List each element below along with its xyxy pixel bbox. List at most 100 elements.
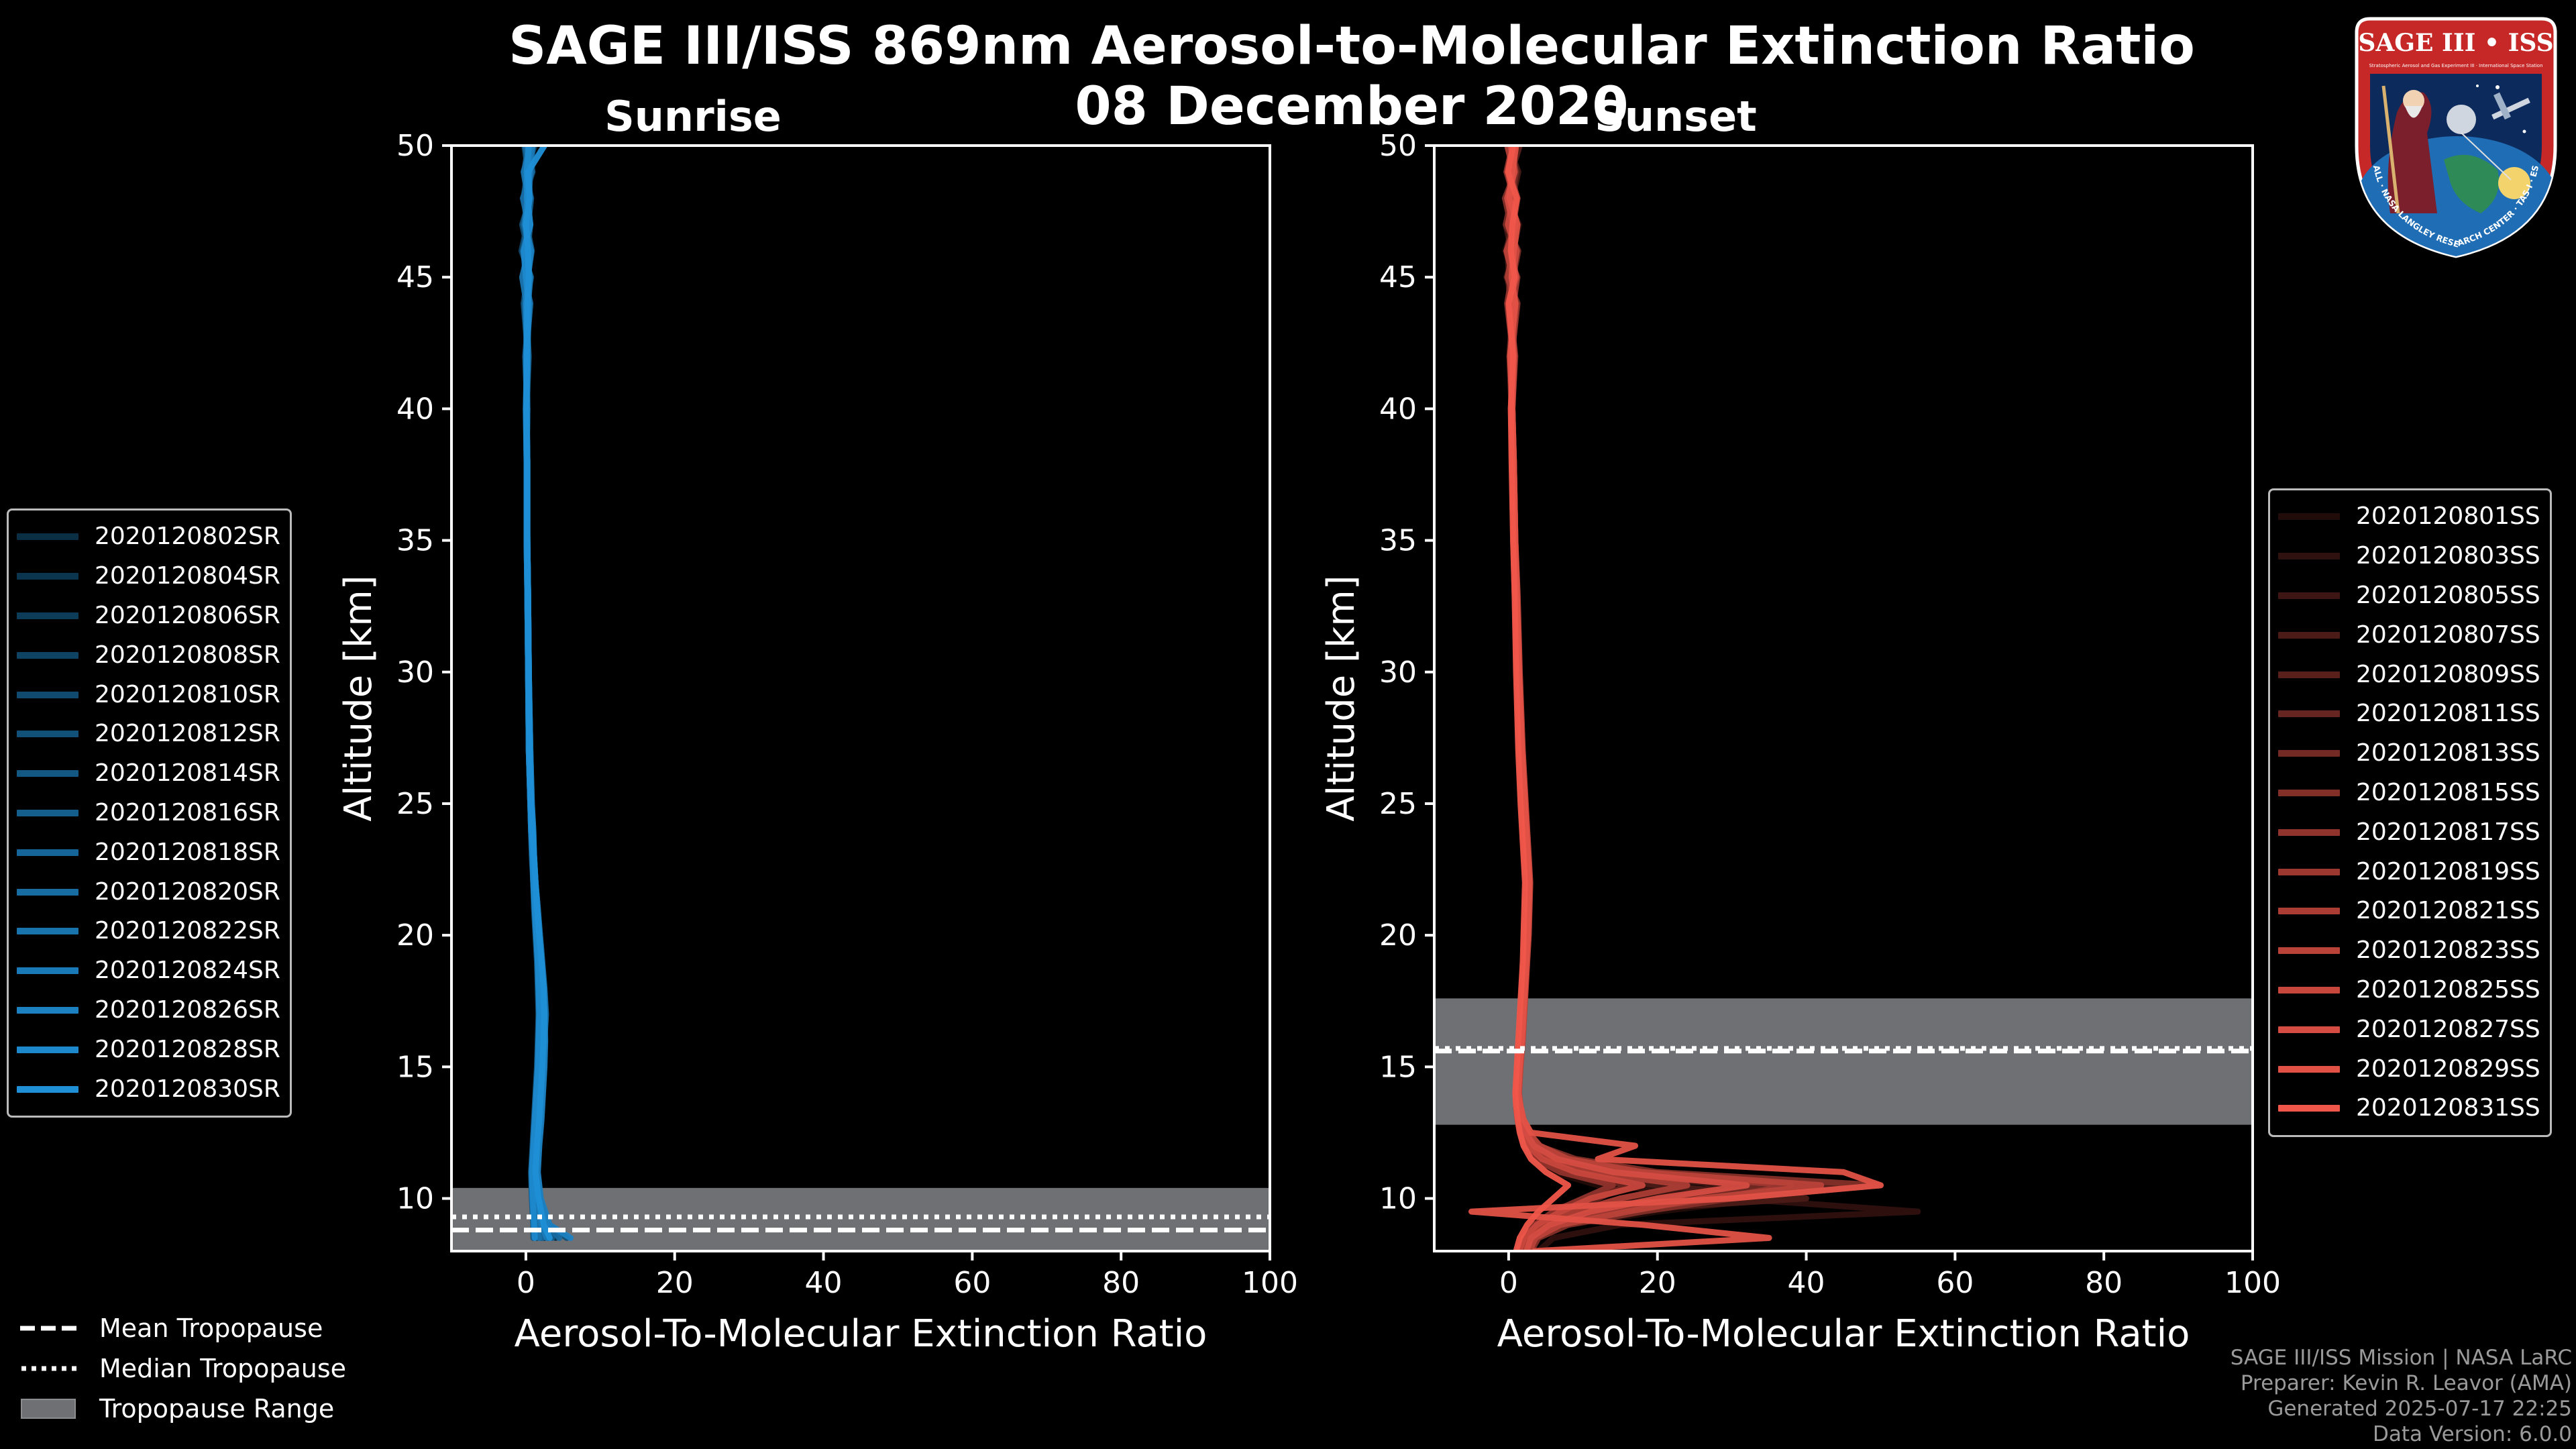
legend-item-2020120824SR: 2020120824SR xyxy=(17,951,280,991)
legend-item-2020120806SR: 2020120806SR xyxy=(17,596,280,636)
sunset-y-tick-label: 15 xyxy=(1379,1050,1417,1084)
figure-title: SAGE III/ISS 869nm Aerosol-to-Molecular … xyxy=(508,16,2195,76)
legend-swatch xyxy=(2278,1105,2340,1112)
legend-item-2020120821SS: 2020120821SS xyxy=(2278,892,2540,931)
legend-label: 2020120804SR xyxy=(95,562,280,590)
legend-item-2020120802SR: 2020120802SR xyxy=(17,517,280,557)
legend-swatch xyxy=(2278,1065,2340,1073)
legend-swatch xyxy=(17,967,78,975)
legend-label: 2020120816SR xyxy=(95,798,280,826)
sunrise-panel-title: Sunrise xyxy=(604,92,782,141)
credit-generated: Generated 2025-07-17 22:25 xyxy=(2267,1397,2572,1421)
sunrise-y-tick-label: 40 xyxy=(396,392,434,426)
legend-swatch xyxy=(17,1006,78,1014)
sunset-axes-frame xyxy=(1433,144,2254,1252)
legend-item-2020120817SS: 2020120817SS xyxy=(2278,812,2540,852)
sunset-y-tick-label: 35 xyxy=(1379,524,1417,558)
sunrise-panel: 0 20 40 60 80 100 10 15 20 25 30 35 40 45 50 Sunrise Aer… xyxy=(337,92,1298,1356)
legend-item-2020120819SS: 2020120819SS xyxy=(2278,852,2540,892)
sunrise-y-tick-label: 45 xyxy=(396,260,434,294)
sunset-legend: 2020120801SS 2020120803SS 2020120805SS 2020… xyxy=(2268,488,2552,1137)
legend-swatch xyxy=(2278,592,2340,599)
sunrise-y-axis-label: Altitude [km] xyxy=(337,575,380,821)
legend-swatch xyxy=(17,928,78,935)
sunrise-plot-area xyxy=(451,146,1270,1251)
legend-swatch xyxy=(17,770,78,777)
legend-swatch xyxy=(2278,908,2340,915)
sunset-x-tick-label: 60 xyxy=(1936,1266,1974,1300)
series-line-2020120831SS xyxy=(1505,146,1572,1251)
sunrise-y-tick-label: 10 xyxy=(396,1182,434,1216)
legend-label: 2020120817SS xyxy=(2356,818,2540,846)
legend-label: 2020120809SS xyxy=(2356,660,2540,688)
sunrise-x-tick-label: 20 xyxy=(656,1266,694,1300)
legend-item-2020120826SR: 2020120826SR xyxy=(17,991,280,1030)
legend-label: 2020120823SS xyxy=(2356,936,2540,965)
legend-swatch xyxy=(17,533,78,541)
legend-item-2020120831SS: 2020120831SS xyxy=(2278,1089,2540,1128)
legend-label: 2020120821SS xyxy=(2356,897,2540,925)
sunset-panel: 0 20 40 60 80 100 10 15 20 25 30 35 40 45 50 Sunset Aero… xyxy=(1320,92,2281,1356)
legend-item-2020120820SR: 2020120820SR xyxy=(17,872,280,912)
sunset-x-tick-label: 80 xyxy=(2085,1266,2123,1300)
legend-item-2020120828SR: 2020120828SR xyxy=(17,1030,280,1069)
legend-tropopause-range: Tropopause Range xyxy=(20,1389,346,1429)
legend-label: 2020120830SR xyxy=(95,1075,280,1103)
legend-item-2020120816SR: 2020120816SR xyxy=(17,794,280,833)
legend-swatch xyxy=(17,651,78,659)
sunrise-x-tick-label: 100 xyxy=(1242,1266,1298,1300)
dotted-line-swatch xyxy=(21,1366,76,1371)
sunset-x-tick-label: 20 xyxy=(1639,1266,1676,1300)
sunrise-legend: 2020120802SR 2020120804SR 2020120806SR 2020… xyxy=(7,508,292,1118)
legend-item-2020120823SS: 2020120823SS xyxy=(2278,931,2540,971)
dashed-line-swatch xyxy=(20,1326,76,1331)
legend-item-2020120804SR: 2020120804SR xyxy=(17,557,280,596)
legend-swatch xyxy=(2278,671,2340,678)
legend-swatch xyxy=(17,573,78,580)
series-line-2020120829SS xyxy=(1468,146,1884,1251)
legend-mean-tropopause: Mean Tropopause xyxy=(20,1308,346,1348)
legend-swatch xyxy=(2278,513,2340,521)
sunset-series-group xyxy=(1468,146,1921,1251)
legend-swatch xyxy=(2278,631,2340,639)
legend-item-2020120801SS: 2020120801SS xyxy=(2278,497,2540,537)
legend-label: 2020120826SR xyxy=(95,996,280,1024)
legend-label: 2020120805SS xyxy=(2356,581,2540,609)
sunrise-x-tick-label: 40 xyxy=(805,1266,843,1300)
badge-title: SAGE III • ISS xyxy=(2358,29,2553,57)
median-tropopause-label: Median Tropopause xyxy=(99,1354,346,1383)
mean-tropopause-label: Mean Tropopause xyxy=(99,1313,323,1343)
sunset-tropopause-range-band xyxy=(1434,998,2253,1125)
legend-label: 2020120810SR xyxy=(95,680,280,708)
credits-block: SAGE III/ISS Mission | NASA LaRC Prepare… xyxy=(2231,1345,2572,1447)
legend-label: 2020120801SS xyxy=(2356,502,2540,531)
legend-item-2020120818SR: 2020120818SR xyxy=(17,833,280,872)
credit-version: Data Version: 6.0.0 xyxy=(2372,1422,2572,1446)
sunrise-y-tick-label: 50 xyxy=(396,129,434,163)
sunset-y-tick-label: 40 xyxy=(1379,392,1417,426)
sunset-y-tick-label: 10 xyxy=(1379,1182,1417,1216)
legend-item-2020120805SS: 2020120805SS xyxy=(2278,576,2540,616)
badge-subtext: Stratospheric Aerosol and Gas Experiment… xyxy=(2369,63,2542,68)
legend-label: 2020120814SR xyxy=(95,759,280,788)
sunrise-x-tick-label: 60 xyxy=(953,1266,991,1300)
sunrise-x-tick-label: 80 xyxy=(1102,1266,1140,1300)
legend-swatch xyxy=(2278,750,2340,757)
legend-swatch xyxy=(2278,947,2340,955)
sunrise-y-tick-label: 35 xyxy=(396,524,434,558)
legend-swatch xyxy=(2278,986,2340,994)
sunrise-tropopause-range-band xyxy=(451,1187,1270,1251)
legend-label: 2020120828SR xyxy=(95,1035,280,1063)
legend-swatch xyxy=(2278,553,2340,560)
legend-label: 2020120808SR xyxy=(95,641,280,669)
legend-item-2020120812SR: 2020120812SR xyxy=(17,714,280,754)
sunrise-y-tick-label: 20 xyxy=(396,918,434,953)
sunrise-axes-frame xyxy=(450,144,1271,1252)
legend-label: 2020120807SS xyxy=(2356,621,2540,649)
legend-item-2020120825SS: 2020120825SS xyxy=(2278,971,2540,1010)
legend-swatch xyxy=(17,1085,78,1093)
sunset-y-axis-label: Altitude [km] xyxy=(1320,575,1363,821)
tropopause-range-label: Tropopause Range xyxy=(99,1394,335,1424)
legend-swatch xyxy=(2278,710,2340,718)
